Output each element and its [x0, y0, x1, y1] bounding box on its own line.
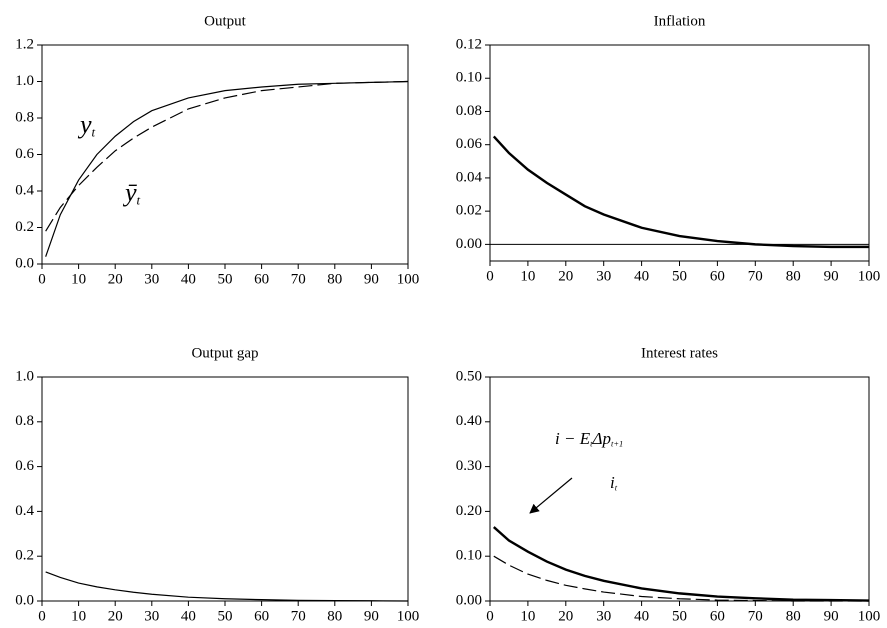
x-tick-label: 100	[858, 268, 881, 284]
y-tick-label: 0.02	[456, 203, 482, 219]
y-tick-label: 0.0	[15, 255, 34, 271]
y-tick-label: 0.00	[456, 236, 482, 252]
y-tick-label: 0.2	[15, 219, 34, 235]
x-tick-label: 90	[824, 268, 839, 284]
y-tick-label: 0.06	[456, 136, 483, 152]
y-tick-label: 0.4	[15, 182, 34, 198]
chart-title: Output gap	[191, 345, 258, 361]
y-tick-label: 0.20	[456, 503, 482, 519]
y-tick-label: 0.08	[456, 103, 482, 119]
y-tick-label: 1.2	[15, 36, 34, 52]
y-tick-label: 0.8	[15, 413, 34, 429]
annotation-text: ȳ	[122, 178, 137, 207]
x-tick-label: 40	[181, 271, 196, 287]
x-tick-label: 50	[672, 268, 687, 284]
x-tick-label: 50	[672, 608, 687, 624]
plot-frame	[41, 376, 409, 602]
x-tick-label: 80	[786, 268, 801, 284]
chart-title: Output	[204, 13, 247, 29]
annotation: ȳt	[122, 178, 141, 208]
x-tick-label: 50	[218, 608, 233, 624]
line-series	[45, 571, 409, 602]
plot-frame	[489, 376, 870, 602]
annotation-subscript: t+1	[611, 438, 623, 448]
annotation-subscript: t	[615, 482, 618, 492]
line-series	[492, 135, 869, 249]
x-tick-label: 70	[748, 268, 763, 284]
x-tick-label: 80	[786, 608, 801, 624]
x-tick-label: 80	[327, 271, 342, 287]
x-tick-label: 100	[397, 271, 420, 287]
y-tick-label: 0.6	[15, 458, 34, 474]
annotation-text: i − E	[555, 429, 591, 448]
x-tick-label: 20	[558, 268, 573, 284]
x-tick-label: 30	[596, 268, 611, 284]
annotation: yt	[77, 110, 96, 140]
annotation-text: Δp	[591, 429, 610, 448]
x-tick-label: 100	[858, 608, 881, 624]
x-tick-label: 10	[520, 268, 535, 284]
annotation: it	[610, 473, 618, 492]
x-tick-label: 0	[38, 271, 46, 287]
x-tick-label: 80	[327, 608, 342, 624]
x-tick-label: 30	[144, 608, 159, 624]
y-tick-label: 0.10	[456, 548, 482, 564]
x-tick-label: 0	[486, 268, 494, 284]
y-tick-label: 0.6	[15, 146, 34, 162]
annotation-subscript: t	[92, 124, 96, 139]
y-tick-label: 0.0	[15, 592, 34, 608]
x-tick-label: 60	[710, 608, 725, 624]
x-tick-label: 10	[71, 271, 86, 287]
y-tick-label: 1.0	[15, 368, 34, 384]
x-tick-label: 100	[397, 608, 420, 624]
x-tick-label: 70	[291, 608, 306, 624]
x-tick-label: 90	[824, 608, 839, 624]
x-tick-label: 10	[71, 608, 86, 624]
y-tick-label: 0.50	[456, 368, 482, 384]
x-tick-label: 90	[364, 608, 379, 624]
y-tick-label: 0.04	[456, 169, 483, 185]
y-tick-label: 0.10	[456, 70, 482, 86]
x-tick-label: 20	[108, 271, 123, 287]
x-tick-label: 60	[254, 608, 269, 624]
x-tick-label: 0	[38, 608, 46, 624]
annotation-subscript: t	[137, 192, 141, 207]
line-series	[492, 526, 870, 602]
annotation: i − EtΔpt+1	[555, 429, 623, 448]
line-series	[45, 80, 409, 232]
x-tick-label: 10	[520, 608, 535, 624]
y-tick-label: 0.40	[456, 413, 482, 429]
chart-title: Inflation	[654, 13, 706, 29]
x-tick-label: 20	[558, 608, 573, 624]
y-tick-label: 0.30	[456, 458, 482, 474]
x-tick-label: 70	[748, 608, 763, 624]
x-tick-label: 40	[181, 608, 196, 624]
y-tick-label: 0.00	[456, 592, 482, 608]
x-tick-label: 0	[486, 608, 494, 624]
x-tick-label: 50	[218, 271, 233, 287]
y-tick-label: 0.12	[456, 36, 482, 52]
y-tick-label: 0.8	[15, 109, 34, 125]
y-tick-label: 1.0	[15, 73, 34, 89]
x-tick-label: 20	[108, 608, 123, 624]
y-tick-label: 0.4	[15, 503, 34, 519]
x-tick-label: 60	[254, 271, 269, 287]
x-tick-label: 30	[596, 608, 611, 624]
x-tick-label: 30	[144, 271, 159, 287]
x-tick-label: 60	[710, 268, 725, 284]
y-tick-label: 0.2	[15, 548, 34, 564]
chart-title: Interest rates	[641, 345, 718, 361]
x-tick-label: 90	[364, 271, 379, 287]
annotation-text: y	[77, 110, 92, 139]
line-series	[493, 555, 869, 602]
annotation-subscript: t	[590, 438, 593, 448]
annotation-text: i	[610, 473, 615, 492]
x-tick-label: 40	[634, 268, 649, 284]
x-tick-label: 40	[634, 608, 649, 624]
plot-frame	[489, 44, 870, 262]
annotation-arrow	[529, 477, 573, 514]
line-series	[45, 80, 409, 257]
x-tick-label: 70	[291, 271, 306, 287]
